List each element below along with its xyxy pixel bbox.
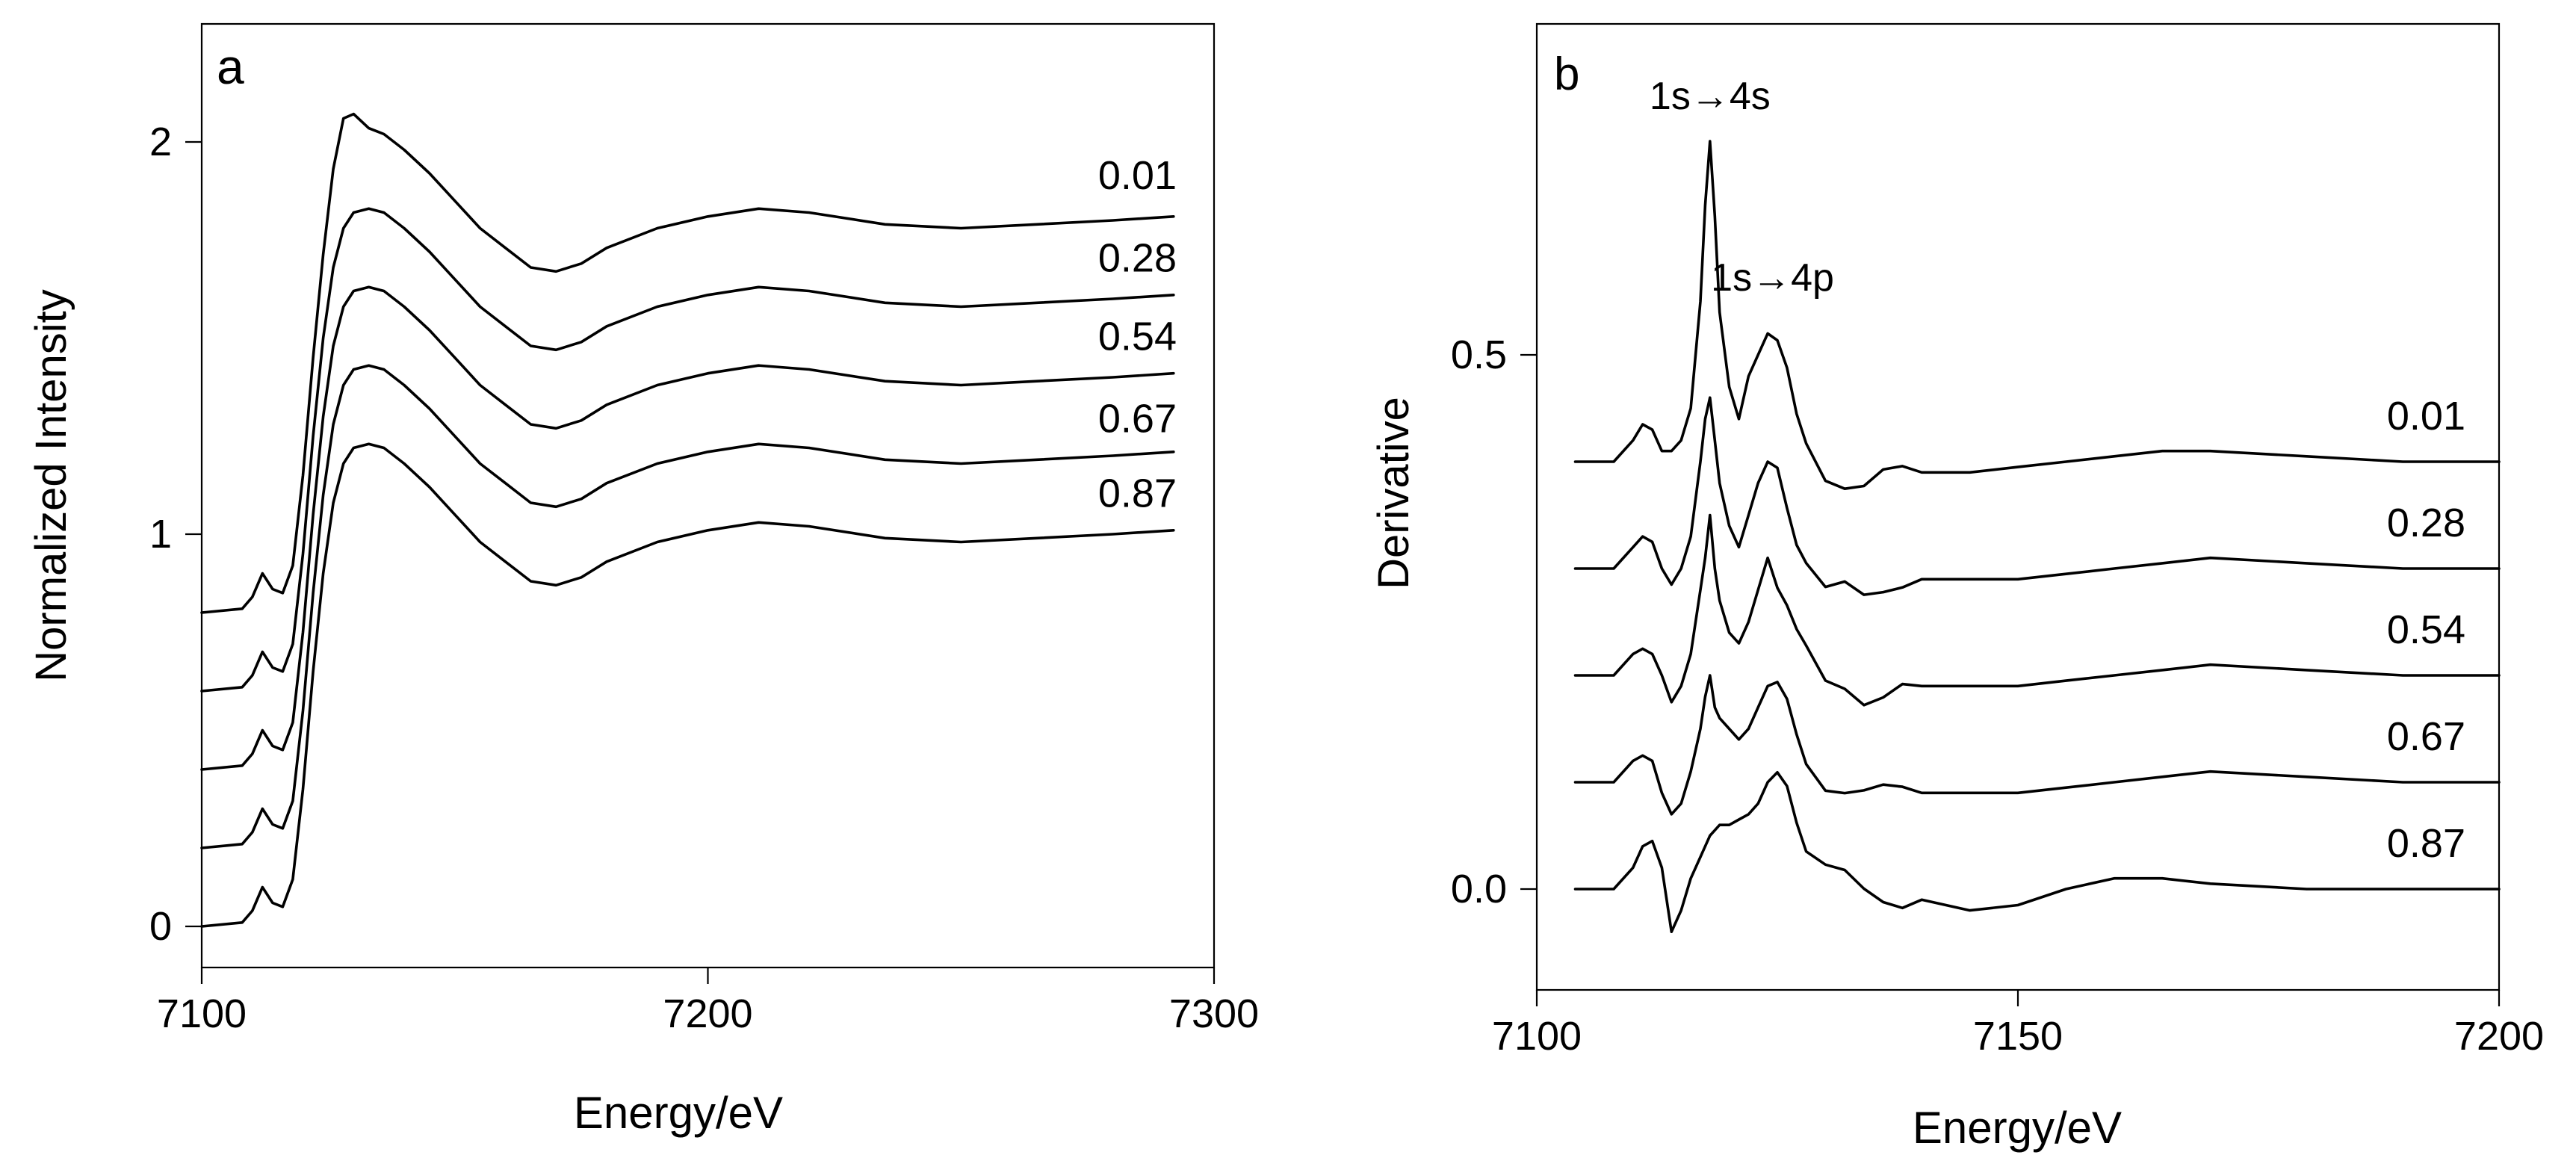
panel-b-series-0.67 <box>1573 674 2501 816</box>
panel-b-series-label: 0.54 <box>2387 607 2465 652</box>
panel-b-series-label: 0.67 <box>2387 714 2465 759</box>
panel-b-x-axis-label: Energy/eV <box>1913 1103 2122 1153</box>
panel-a-plot-frame <box>200 22 1216 969</box>
panel-a-series-0.87 <box>200 442 1175 928</box>
panel-a-series-0.67 <box>200 364 1175 849</box>
panel-a-series-label: 0.01 <box>1098 153 1177 198</box>
panel-b-x-tick-label: 7200 <box>2454 1014 2544 1059</box>
panel-a-series-label: 0.28 <box>1098 235 1177 280</box>
panel-a-series-0.28 <box>200 207 1175 693</box>
panel-b: b Derivative Energy/eV 7100 7150 7200 0.0 0.… <box>1369 22 2544 1153</box>
panel-a-x-tick-label: 7100 <box>157 991 247 1036</box>
panel-a-series-label: 0.87 <box>1098 471 1177 516</box>
panel-b-series-0.54 <box>1573 513 2501 707</box>
panel-a-y-axis-label: Normalized Intensity <box>27 289 75 681</box>
panel-b-series-label: 0.28 <box>2387 501 2465 545</box>
panel-b-annotation-1s-4p: 1s→4p <box>1711 256 1834 300</box>
panel-b-letter: b <box>1554 49 1579 100</box>
panel-a-series-0.54 <box>200 285 1175 771</box>
panel-b-annotation-1s-4s: 1s→4s <box>1650 75 1771 118</box>
panel-b-y-tick-label: 0.0 <box>1451 867 1507 911</box>
panel-b-series-0.28 <box>1573 396 2501 596</box>
panel-a-y-tick-label: 0 <box>149 904 172 949</box>
panel-a-x-tick-label: 7200 <box>663 991 752 1036</box>
panel-a-series-0.01 <box>200 112 1175 614</box>
panel-b-y-axis-label: Derivative <box>1369 397 1418 589</box>
panel-a-y-tick-label: 1 <box>149 512 172 557</box>
panel-b-y-tick-label: 0.5 <box>1451 332 1507 377</box>
panel-b-x-tick-label: 7100 <box>1492 1014 1582 1059</box>
panel-a: a Normalized Intensity Energy/eV 7100 720… <box>27 22 1259 1138</box>
panel-a-y-tick-label: 2 <box>149 120 172 164</box>
panel-b-series-0.01 <box>1573 140 2501 490</box>
panel-b-series-label: 0.01 <box>2387 394 2465 439</box>
panel-b-series-label: 0.87 <box>2387 821 2465 866</box>
panel-a-series-label: 0.54 <box>1098 314 1177 359</box>
panel-a-x-axis-label: Energy/eV <box>574 1088 783 1138</box>
panel-b-plot-frame <box>1535 22 2501 991</box>
panel-a-letter: a <box>217 39 244 94</box>
panel-b-x-tick-label: 7150 <box>1973 1014 2063 1059</box>
panel-b-series-0.87 <box>1573 771 2501 933</box>
panel-a-series-label: 0.67 <box>1098 397 1177 442</box>
panel-a-x-tick-label: 7300 <box>1169 991 1259 1036</box>
